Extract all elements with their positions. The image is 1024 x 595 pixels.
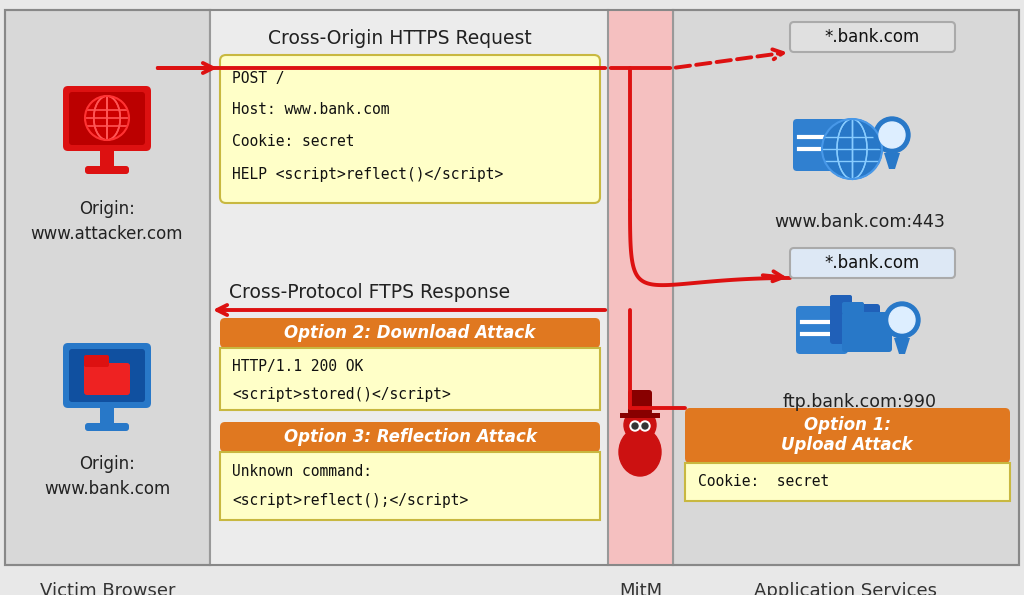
- Text: Option 3: Reflection Attack: Option 3: Reflection Attack: [284, 428, 537, 446]
- Text: *.bank.com: *.bank.com: [824, 28, 920, 46]
- Circle shape: [632, 423, 638, 429]
- Text: Victim Browser: Victim Browser: [40, 582, 175, 595]
- Bar: [685, 463, 1010, 501]
- FancyBboxPatch shape: [830, 295, 852, 307]
- Polygon shape: [894, 338, 910, 354]
- Text: Unknown command:: Unknown command:: [232, 465, 372, 480]
- Bar: [620, 413, 660, 418]
- Circle shape: [624, 409, 656, 441]
- Text: *.bank.com: *.bank.com: [824, 254, 920, 272]
- Text: Application Services: Application Services: [755, 582, 938, 595]
- Text: Origin:
www.bank.com: Origin: www.bank.com: [44, 455, 170, 498]
- Circle shape: [642, 423, 648, 429]
- Ellipse shape: [618, 428, 662, 476]
- Bar: [100, 407, 114, 423]
- Text: ftp.bank.com:990: ftp.bank.com:990: [783, 393, 937, 411]
- Bar: [608, 10, 673, 565]
- Circle shape: [874, 117, 910, 153]
- Text: POST /: POST /: [232, 70, 285, 86]
- Bar: [220, 452, 600, 520]
- Circle shape: [630, 421, 640, 431]
- Text: HTTP/1.1 200 OK: HTTP/1.1 200 OK: [232, 359, 364, 374]
- Circle shape: [879, 122, 905, 148]
- Text: <script>reflect();</script>: <script>reflect();</script>: [232, 493, 468, 508]
- Text: <script>stored()</script>: <script>stored()</script>: [232, 387, 451, 402]
- Text: Option 1:
Upload Attack: Option 1: Upload Attack: [781, 415, 912, 455]
- Text: Cookie: secret: Cookie: secret: [232, 134, 354, 149]
- FancyBboxPatch shape: [842, 312, 892, 352]
- FancyBboxPatch shape: [220, 55, 600, 203]
- FancyBboxPatch shape: [84, 363, 130, 395]
- FancyBboxPatch shape: [685, 408, 1010, 463]
- Bar: [5, 10, 210, 565]
- FancyBboxPatch shape: [796, 306, 848, 354]
- FancyBboxPatch shape: [84, 355, 109, 367]
- Text: Option 2: Download Attack: Option 2: Download Attack: [285, 324, 536, 342]
- Bar: [673, 10, 1019, 565]
- FancyBboxPatch shape: [793, 119, 851, 171]
- FancyBboxPatch shape: [790, 22, 955, 52]
- FancyBboxPatch shape: [220, 422, 600, 452]
- Circle shape: [640, 421, 650, 431]
- Text: Cookie:  secret: Cookie: secret: [698, 474, 829, 490]
- Text: Cross-Origin HTTPS Request: Cross-Origin HTTPS Request: [268, 29, 531, 48]
- Text: HELP <script>reflect()</script>: HELP <script>reflect()</script>: [232, 167, 503, 181]
- Circle shape: [85, 96, 129, 140]
- FancyBboxPatch shape: [69, 92, 145, 145]
- FancyBboxPatch shape: [790, 248, 955, 278]
- Bar: [210, 10, 608, 565]
- Text: Host: www.bank.com: Host: www.bank.com: [232, 102, 389, 117]
- FancyBboxPatch shape: [220, 318, 600, 348]
- FancyBboxPatch shape: [830, 304, 880, 344]
- Text: Cross-Protocol FTPS Response: Cross-Protocol FTPS Response: [229, 283, 511, 302]
- FancyBboxPatch shape: [842, 302, 864, 314]
- Circle shape: [889, 307, 915, 333]
- FancyBboxPatch shape: [63, 86, 151, 151]
- FancyBboxPatch shape: [85, 166, 129, 174]
- Bar: [100, 150, 114, 166]
- Bar: [220, 348, 600, 410]
- Circle shape: [884, 302, 920, 338]
- FancyBboxPatch shape: [85, 423, 129, 431]
- FancyBboxPatch shape: [628, 390, 652, 415]
- Polygon shape: [884, 153, 900, 169]
- FancyBboxPatch shape: [63, 343, 151, 408]
- Circle shape: [822, 119, 882, 179]
- FancyBboxPatch shape: [69, 349, 145, 402]
- Text: MitM: MitM: [618, 582, 663, 595]
- Text: www.bank.com:443: www.bank.com:443: [774, 213, 945, 231]
- Text: Origin:
www.attacker.com: Origin: www.attacker.com: [31, 200, 183, 243]
